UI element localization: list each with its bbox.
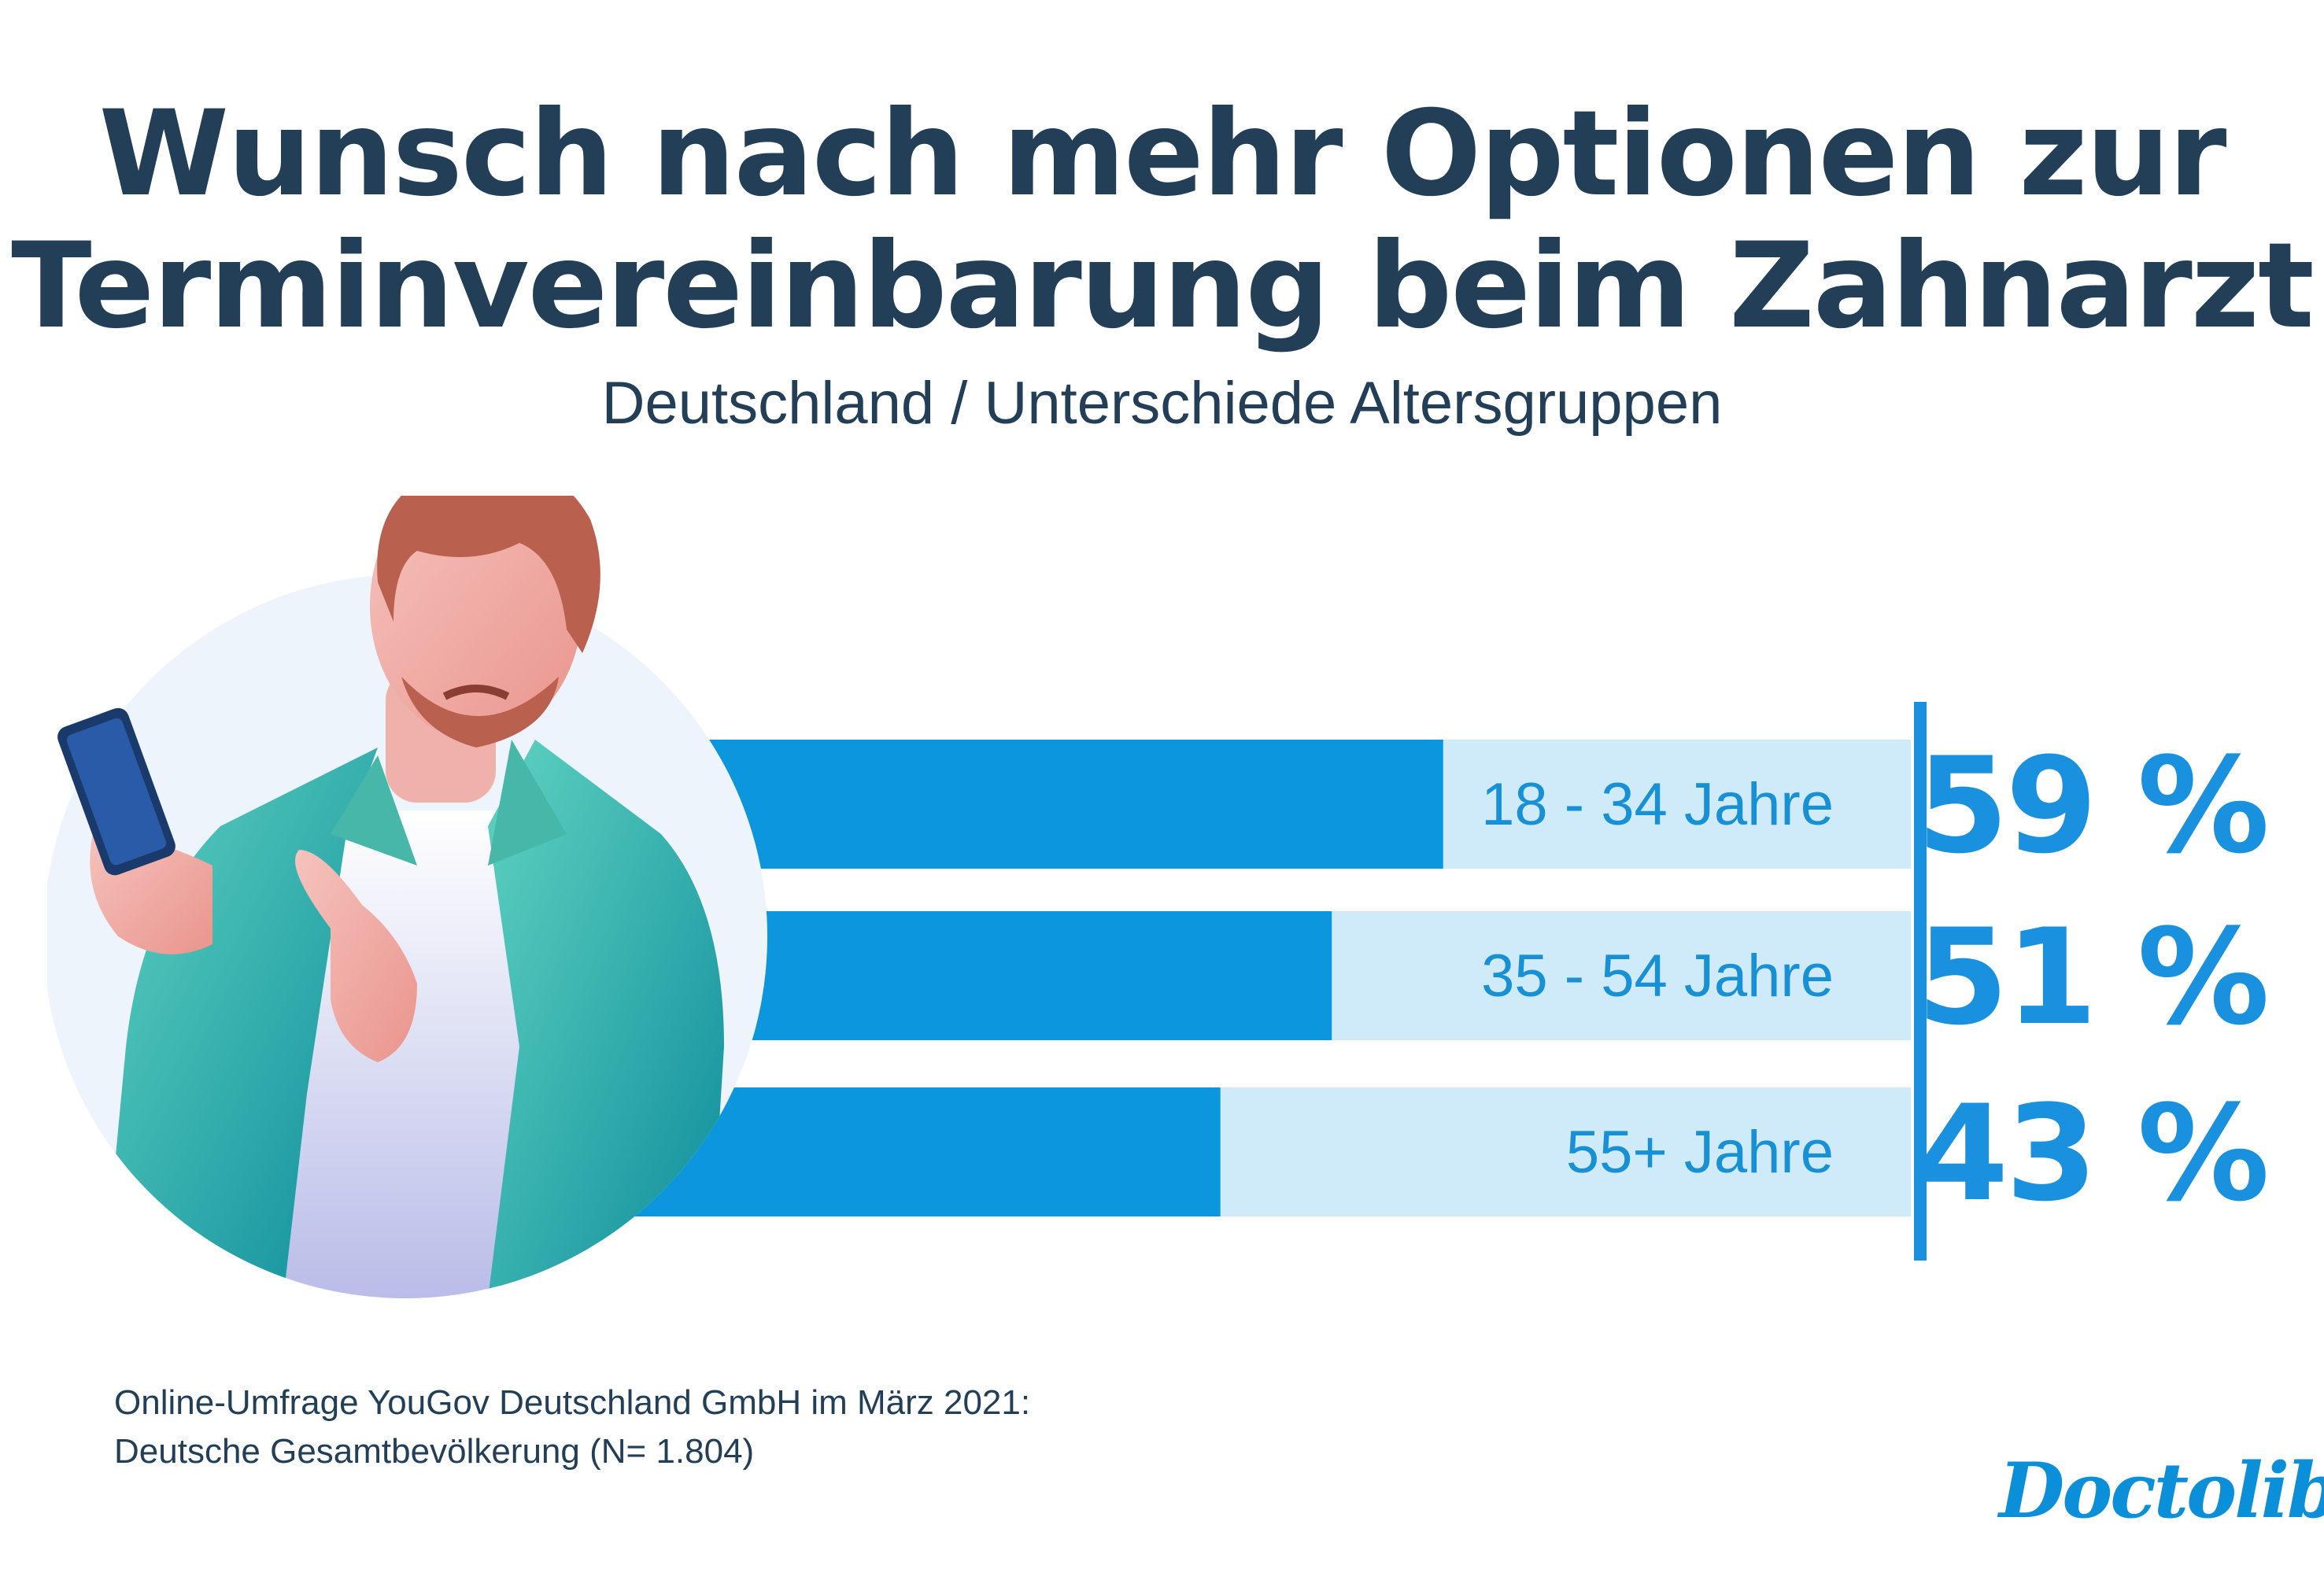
category-label-2: 35 - 54 Jahre — [1481, 943, 1834, 1010]
source-line-1: Online-Umfrage YouGov Deutschland GmbH i… — [114, 1383, 1031, 1422]
hand-right-pointing — [295, 850, 417, 1062]
jacket-right — [488, 740, 724, 1298]
value-label-1: 59 % — [1916, 729, 2267, 883]
hair — [377, 496, 600, 653]
frown-mouth — [442, 685, 510, 700]
head — [370, 496, 582, 740]
collar-left — [331, 755, 417, 866]
category-label-1: 18 - 34 Jahre — [1481, 771, 1834, 838]
chart-title-text: Wunsch nach mehr Optionen zur Terminvere… — [11, 86, 2315, 355]
category-label-3: 55+ Jahre — [1566, 1119, 1834, 1186]
collar-right — [488, 740, 567, 866]
value-label-2: 51 % — [1916, 900, 2267, 1054]
source-note: Online-Umfrage YouGov Deutschland GmbH i… — [114, 1379, 1030, 1476]
smartphone-icon — [57, 707, 176, 876]
chart-title: Wunsch nach mehr Optionen zur Terminvere… — [0, 88, 2324, 353]
chart-subtitle: Deutschland / Unterschiede Altersgruppen — [601, 370, 1723, 437]
doctolib-logo: Doctolib — [1999, 1446, 2324, 1535]
value-label-3: 43 % — [1916, 1076, 2267, 1231]
value-divider — [1914, 702, 1927, 1261]
bar-track-1 — [622, 740, 1911, 869]
source-line-2: Deutsche Gesamtbevölkerung (N= 1.804) — [114, 1432, 755, 1471]
person-with-smartphone-illustration — [47, 496, 767, 1298]
beard — [401, 677, 559, 748]
bar-track-2 — [622, 911, 1911, 1040]
